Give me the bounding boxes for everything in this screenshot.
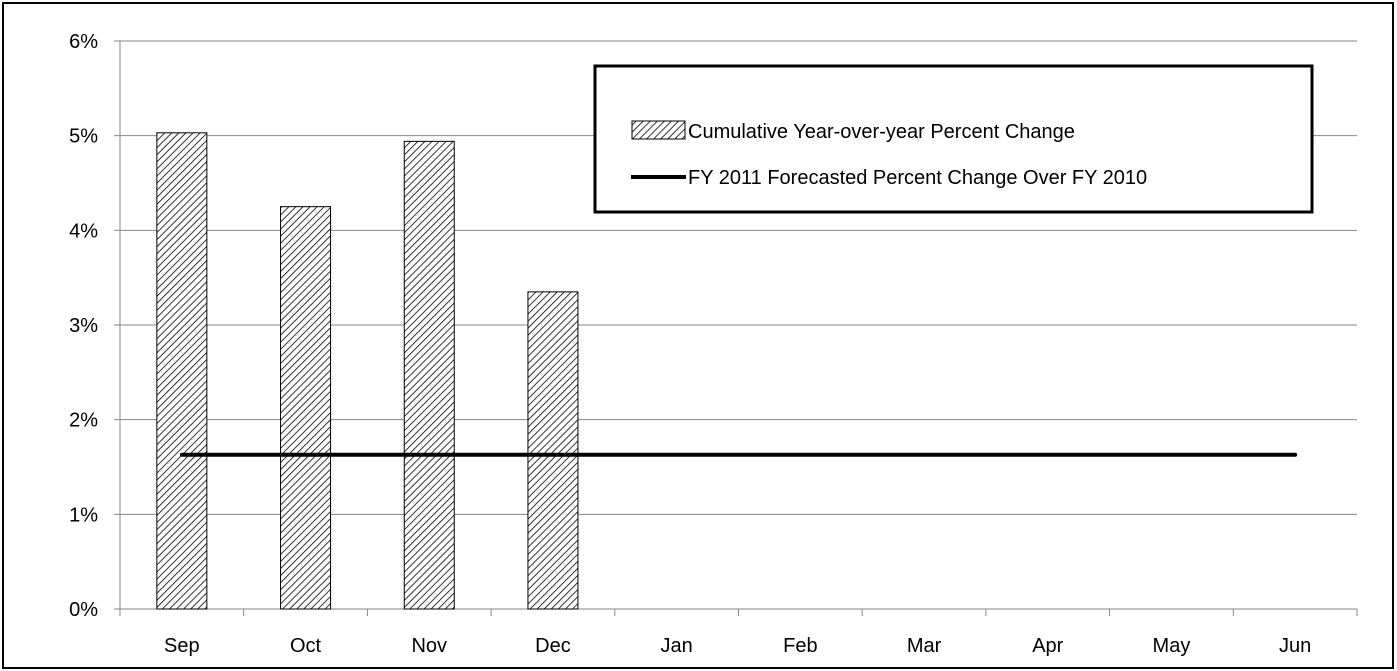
y-tick-label-1: 1% — [69, 504, 98, 526]
bar-oct — [280, 206, 332, 610]
bar-sep — [156, 132, 208, 610]
y-tick-label-4: 4% — [69, 220, 98, 242]
y-tick-label-5: 5% — [69, 126, 98, 148]
x-tick-label-nov: Nov — [411, 635, 447, 657]
legend-label-line: FY 2011 Forecasted Percent Change Over F… — [688, 167, 1147, 189]
x-tick-label-feb: Feb — [783, 635, 817, 657]
bar-dec — [527, 291, 579, 610]
x-tick-label-mar: Mar — [907, 635, 942, 657]
y-tick-label-0: 0% — [69, 599, 98, 621]
legend-box — [593, 64, 1314, 214]
legend: Cumulative Year-over-year Percent Change… — [593, 64, 1314, 214]
x-tick-label-oct: Oct — [290, 635, 322, 657]
bar-nov — [403, 140, 455, 610]
bar-series — [156, 132, 579, 610]
y-tick-label-3: 3% — [69, 315, 98, 337]
x-tick-label-apr: Apr — [1032, 635, 1063, 657]
x-tick-label-dec: Dec — [535, 635, 571, 657]
x-tick-label-jan: Jan — [661, 635, 693, 657]
legend-swatch-bar — [631, 120, 686, 140]
y-tick-label-6: 6% — [69, 31, 98, 53]
y-tick-label-2: 2% — [69, 410, 98, 432]
x-tick-label-may: May — [1153, 635, 1191, 657]
legend-label-bar: Cumulative Year-over-year Percent Change — [688, 121, 1075, 143]
x-tick-label-sep: Sep — [164, 635, 200, 657]
x-tick-label-jun: Jun — [1279, 635, 1311, 657]
